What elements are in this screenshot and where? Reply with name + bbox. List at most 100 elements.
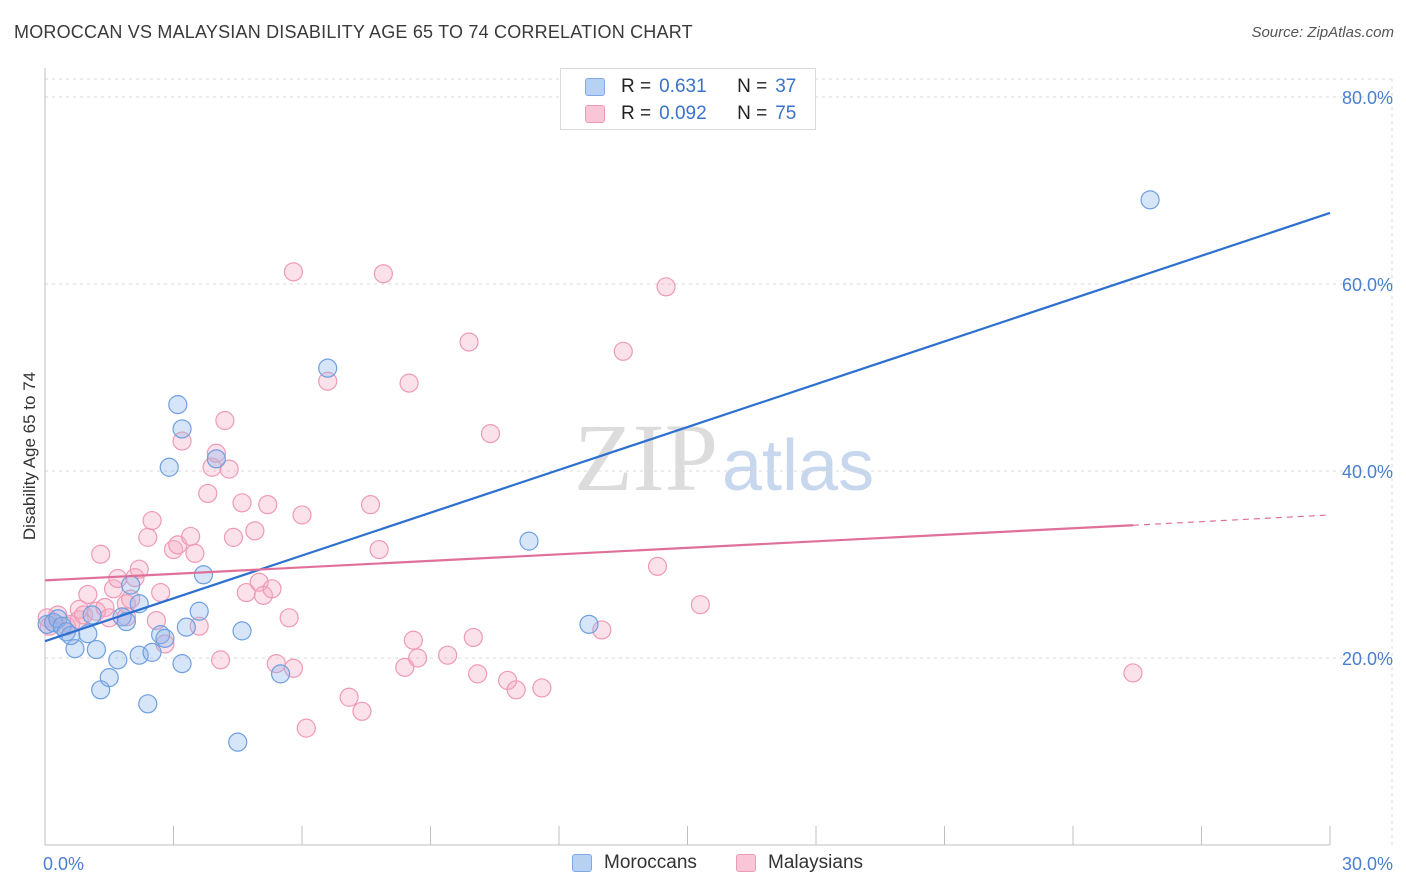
moroccan-point <box>172 419 192 439</box>
malaysian-point <box>613 341 633 361</box>
n-label: N = <box>737 103 768 124</box>
malaysian-point <box>506 680 526 700</box>
malaysian-point <box>468 664 488 684</box>
series-malaysians <box>37 262 1143 738</box>
moroccans-trend-line <box>44 211 1331 643</box>
legend-item-malaysians: Malaysians <box>736 852 863 874</box>
moroccan-point <box>121 575 141 595</box>
axes <box>44 68 1331 846</box>
malaysian-point <box>129 559 149 579</box>
malaysian-point <box>211 650 231 670</box>
moroccan-point <box>519 531 539 551</box>
malaysian-point <box>206 443 226 463</box>
stats-row-moroccans: R = 0.631 N = 37 <box>585 75 796 99</box>
r-value: 0.092 <box>659 103 707 124</box>
malaysian-point <box>185 543 205 563</box>
moroccan-point <box>579 614 599 634</box>
malaysian-point <box>142 510 162 531</box>
moroccan-point <box>138 694 158 714</box>
malaysian-point <box>318 371 338 391</box>
moroccan-point <box>270 664 291 684</box>
malaysian-point <box>459 332 479 352</box>
malaysian-point <box>245 521 265 541</box>
moroccan-point <box>172 654 192 674</box>
malaysian-point <box>647 556 668 576</box>
r-label: R = <box>621 76 652 97</box>
malaysian-point <box>262 579 282 599</box>
watermark: ZIP atlas <box>574 404 874 511</box>
moroccan-point <box>99 668 119 688</box>
y-tick-label: 80.0% <box>1342 88 1393 108</box>
malaysian-point <box>373 264 393 284</box>
malaysian-point <box>283 262 304 282</box>
x-tick-label-max: 30.0% <box>1342 854 1393 874</box>
malaysian-point <box>181 526 201 547</box>
malaysian-point <box>138 527 158 547</box>
moroccan-point <box>1140 190 1160 210</box>
y-tick-label: 60.0% <box>1342 275 1393 295</box>
y-tick-label: 20.0% <box>1342 649 1393 669</box>
malaysians-legend-swatch <box>736 854 756 872</box>
watermark-atlas: atlas <box>722 426 874 506</box>
moroccan-point <box>168 395 188 415</box>
gridlines <box>45 78 1393 845</box>
malaysian-point <box>463 627 483 648</box>
legend-label-malaysians: Malaysians <box>768 852 864 873</box>
malaysian-point <box>151 582 171 603</box>
x-tick-labels: 0.0% 30.0% <box>43 854 1393 874</box>
y-tick-label: 40.0% <box>1342 462 1393 482</box>
moroccan-point <box>159 457 179 477</box>
malaysians-trend-line <box>44 524 1134 582</box>
malaysian-point <box>399 373 419 393</box>
series-legend: Moroccans Malaysians <box>0 852 1406 878</box>
moroccan-point <box>82 605 102 625</box>
malaysian-point <box>223 527 244 547</box>
chart-title: MOROCCAN VS MALAYSIAN DISABILITY AGE 65 … <box>14 22 693 42</box>
malaysian-point <box>279 608 299 628</box>
malaysian-point <box>219 459 239 479</box>
moroccan-point <box>189 601 209 621</box>
malaysian-point <box>360 495 381 515</box>
y-axis-label: Disability Age 65 to 74 <box>20 371 39 541</box>
moroccans-swatch <box>585 78 605 96</box>
stats-legend: R = 0.631 N = 37 R = 0.092 N = 75 <box>560 68 816 130</box>
malaysian-point <box>656 277 676 297</box>
malaysian-point <box>395 657 415 677</box>
malaysian-point <box>1123 663 1143 683</box>
malaysian-point <box>532 678 552 698</box>
malaysian-point <box>403 630 423 650</box>
malaysian-point <box>292 505 312 525</box>
malaysian-point <box>369 539 389 560</box>
x-tick-label-min: 0.0% <box>43 854 84 874</box>
malaysians-trend-extension <box>1132 514 1331 526</box>
malaysian-point <box>690 595 710 615</box>
legend-item-moroccans: Moroccans <box>572 852 697 874</box>
stats-row-malaysians: R = 0.092 N = 75 <box>585 102 796 126</box>
malaysian-point <box>258 495 278 515</box>
r-label: R = <box>621 103 652 124</box>
malaysian-point <box>296 718 316 738</box>
moroccan-point <box>318 358 338 378</box>
moroccans-legend-swatch <box>572 854 592 872</box>
moroccan-point <box>116 611 136 632</box>
source-label: Source: ZipAtlas.com <box>1251 24 1394 41</box>
malaysian-point <box>480 424 501 444</box>
moroccan-point <box>176 617 196 637</box>
moroccan-point <box>228 732 248 752</box>
series-moroccans <box>37 190 1160 752</box>
malaysian-point <box>198 483 218 504</box>
n-label: N = <box>737 76 768 97</box>
moroccan-point <box>193 565 214 585</box>
moroccan-point <box>155 628 175 648</box>
malaysian-point <box>78 584 98 605</box>
moroccan-point <box>232 621 252 641</box>
malaysian-point <box>438 645 458 665</box>
malaysian-point <box>232 493 252 513</box>
r-value: 0.631 <box>659 76 707 97</box>
moroccan-point <box>108 650 128 670</box>
malaysian-point <box>339 687 359 707</box>
n-value: 75 <box>775 103 797 124</box>
y-tick-labels: 20.0% 40.0% 60.0% 80.0% <box>1342 88 1393 669</box>
malaysians-swatch <box>585 105 605 123</box>
